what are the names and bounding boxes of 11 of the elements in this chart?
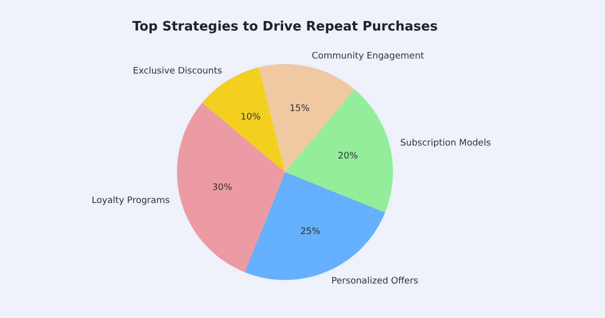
data-label: 30%: [212, 183, 233, 194]
slice-label: Community Engagement: [312, 52, 425, 62]
slice-label: Subscription Models: [400, 138, 492, 149]
slice-label: Personalized Offers: [331, 276, 419, 287]
data-label: 20%: [338, 152, 358, 162]
chart-title: Top Strategies to Drive Repeat Purchases: [132, 19, 438, 34]
slice-label: Loyalty Programs: [92, 196, 170, 206]
data-label: 25%: [300, 226, 321, 237]
data-label: 10%: [240, 112, 262, 122]
slice-label: Exclusive Discounts: [132, 66, 222, 77]
data-label: 15%: [290, 104, 310, 114]
